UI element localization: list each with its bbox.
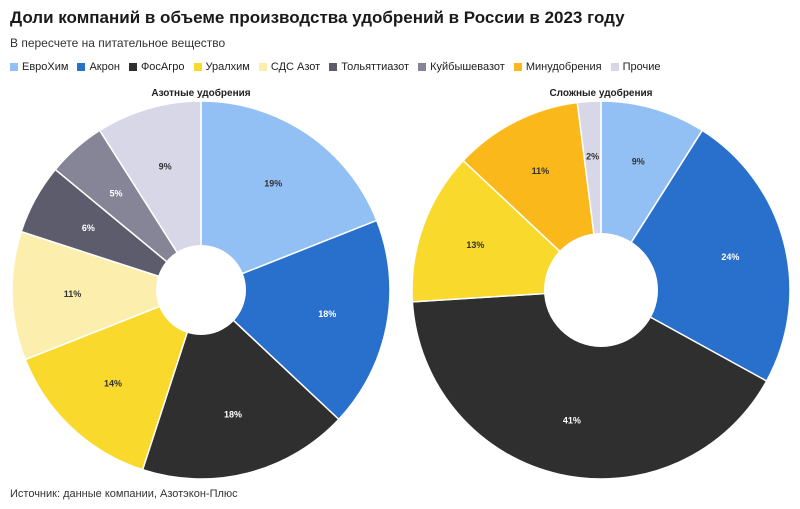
pie-slice [11, 230, 204, 361]
source-note: Источник: данные компании, Азотэкон-Плюс [10, 488, 238, 500]
legend-label: Уралхим [205, 61, 250, 73]
slice-label: 6% [82, 223, 95, 233]
legend-label: Акрон [89, 61, 120, 73]
slice-label: 11% [64, 289, 82, 299]
legend-label: ЕвроХим [22, 61, 69, 73]
legend-label: ФосАгро [140, 61, 185, 73]
legend-item: Акрон [77, 61, 120, 73]
legend-label: Тольяттиазот [341, 61, 410, 73]
legend: ЕвроХим Акрон ФосАгро Уралхим СДС Азот Т… [10, 61, 661, 73]
legend-item: СДС Азот [258, 61, 321, 73]
legend-item: Уралхим [193, 61, 250, 73]
donut-title: Сложные удобрения [549, 87, 652, 99]
legend-swatch [258, 63, 267, 71]
legend-swatch [418, 63, 427, 71]
donut-title: Азотные удобрения [151, 87, 250, 99]
slice-label: 13% [466, 240, 484, 250]
legend-label: Куйбышевазот [430, 61, 505, 73]
legend-label: Минудобрения [525, 61, 602, 73]
legend-label: Прочие [622, 61, 661, 73]
legend-item: Минудобрения [513, 61, 602, 73]
donut-chart: 19% 18% 18% 14% 11% 6% 5% 9% [11, 100, 391, 480]
donut-chart: 9% 24% 41% 13% 11% 2% [411, 100, 791, 480]
pie-slice [411, 289, 768, 480]
slice-label: 9% [632, 157, 645, 167]
legend-swatch [329, 63, 338, 71]
legend-swatch [610, 63, 619, 71]
legend-item: ЕвроХим [10, 61, 68, 73]
chart-title: Доли компаний в объеме производства удоб… [10, 8, 625, 27]
pie-slice [98, 100, 202, 293]
slice-label: 5% [110, 189, 123, 199]
legend-item: Прочие [610, 61, 661, 73]
slice-label: 14% [104, 379, 122, 389]
legend-item: Куйбышевазот [418, 61, 505, 73]
slice-label: 24% [721, 252, 739, 262]
pie-slice [599, 129, 791, 383]
pie-slice [462, 101, 603, 292]
pie-slice [141, 288, 340, 480]
slice-label: 9% [159, 162, 172, 172]
pie-slice [199, 219, 391, 421]
legend-swatch [77, 63, 86, 71]
slice-label: 18% [318, 309, 336, 319]
legend-label: СДС Азот [270, 61, 321, 73]
legend-swatch [128, 63, 137, 71]
legend-item: Тольяттиазот [329, 61, 409, 73]
chart-subtitle: В пересчете на питательное вещество [10, 36, 226, 50]
pie-slice [200, 100, 378, 292]
pie-slice [24, 288, 203, 471]
legend-swatch [193, 63, 202, 71]
legend-swatch [513, 63, 522, 71]
donut-hole [544, 233, 658, 347]
slice-label: 19% [264, 179, 282, 189]
legend-item: ФосАгро [128, 61, 185, 73]
slice-label: 41% [563, 415, 581, 425]
slice-label: 18% [224, 409, 242, 419]
slice-label: 2% [586, 152, 599, 162]
legend-swatch [10, 63, 18, 71]
donut-hole [156, 245, 246, 335]
slice-label: 11% [532, 166, 550, 176]
